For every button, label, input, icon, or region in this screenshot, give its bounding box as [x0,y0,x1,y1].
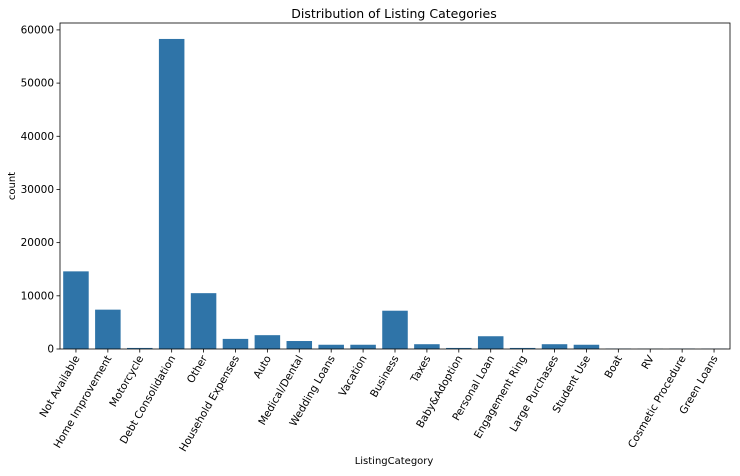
bar [382,311,408,349]
bars-group [63,39,727,349]
y-tick-label: 30000 [21,184,54,196]
bar [542,344,568,349]
bar [414,344,440,349]
bar [63,271,89,349]
x-tick-label: Boat [602,354,624,381]
y-axis: 0 10000 20000 30000 40000 50000 60000 [21,25,60,356]
x-tick-label: Cosmetic Procedure [626,354,689,451]
x-axis-label: ListingCategory [355,456,434,467]
y-axis-label: count [7,172,18,200]
y-tick-label: 0 [47,344,54,356]
bar [350,345,376,349]
y-tick-label: 60000 [21,25,54,37]
bar [159,39,185,349]
x-tick-label: Taxes [408,354,433,386]
bar [318,345,344,349]
x-tick-label: Other [185,353,211,385]
chart-title: Distribution of Listing Categories [291,6,496,21]
bar [255,335,281,349]
bar [287,341,313,349]
y-tick-label: 40000 [21,131,54,143]
y-tick-label: 50000 [21,78,54,90]
bar [95,310,121,349]
x-tick-label: RV [639,353,657,372]
x-tick-label: Household Expenses [177,354,242,454]
bar [478,336,504,349]
bar [574,345,600,349]
y-tick-label: 20000 [21,237,54,249]
x-tick-label: Auto [251,354,274,381]
x-tick-label: Home Improvement [52,354,115,451]
x-tick-label: Vacation [337,354,370,399]
x-tick-label: Business [368,354,402,400]
y-tick-label: 10000 [21,290,54,302]
bar [191,293,217,349]
bar [223,339,249,349]
